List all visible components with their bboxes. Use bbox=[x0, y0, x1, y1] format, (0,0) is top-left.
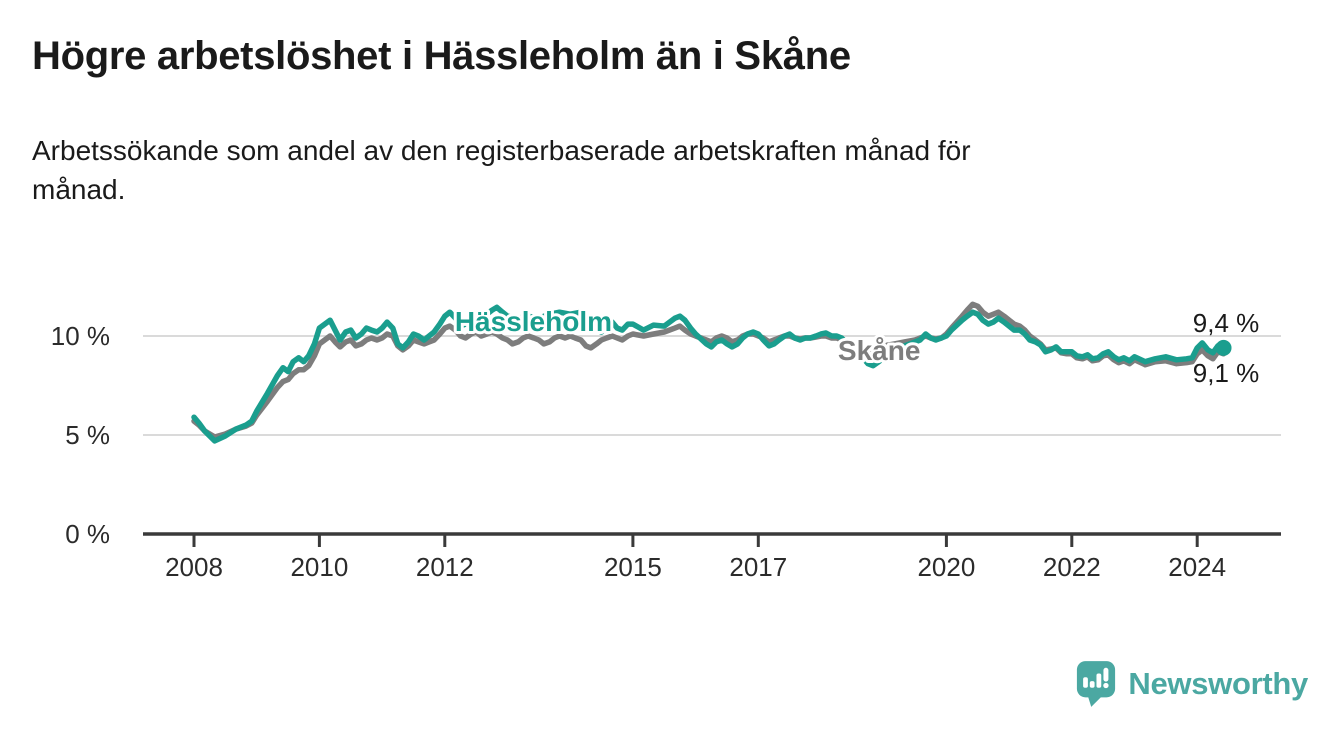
end-value-label: 9,1 % bbox=[1193, 358, 1260, 388]
x-axis-tick-label: 2024 bbox=[1168, 552, 1226, 582]
x-axis-tick-label: 2022 bbox=[1043, 552, 1101, 582]
hassleholm-series-label: Hässleholm bbox=[455, 306, 612, 337]
newsworthy-pin-icon bbox=[1077, 661, 1116, 707]
skane-line bbox=[191, 301, 1227, 440]
hassleholm-line bbox=[191, 304, 1227, 444]
y-axis-tick-label: 0 % bbox=[65, 519, 110, 549]
chart-subtitle: Arbetssökande som andel av den registerb… bbox=[32, 135, 971, 206]
x-axis-tick-label: 2010 bbox=[290, 552, 348, 582]
newsworthy-logo: Newsworthy bbox=[1075, 659, 1308, 708]
line-chart: 2008 2010 2012 2015 2017 2020 2022 2024 0 % 5 % 10… bbox=[51, 301, 1281, 582]
x-axis-tick-label: 2015 bbox=[604, 552, 662, 582]
x-axis-tick-label: 2017 bbox=[729, 552, 787, 582]
x-axis-tick-label: 2008 bbox=[165, 552, 223, 582]
chart-title: Högre arbetslöshet i Hässleholm än i Skå… bbox=[32, 34, 851, 78]
y-axis-tick-label: 5 % bbox=[65, 420, 110, 450]
x-axis-tick-label: 2012 bbox=[416, 552, 474, 582]
x-axis-tick-label: 2020 bbox=[917, 552, 975, 582]
end-value-label: 9,4 % bbox=[1193, 308, 1260, 338]
hassleholm-end-dot bbox=[1215, 339, 1232, 356]
y-axis-tick-label: 10 % bbox=[51, 321, 110, 351]
newsworthy-logo-text: Newsworthy bbox=[1128, 665, 1308, 701]
skane-series-label: Skåne bbox=[838, 335, 921, 366]
